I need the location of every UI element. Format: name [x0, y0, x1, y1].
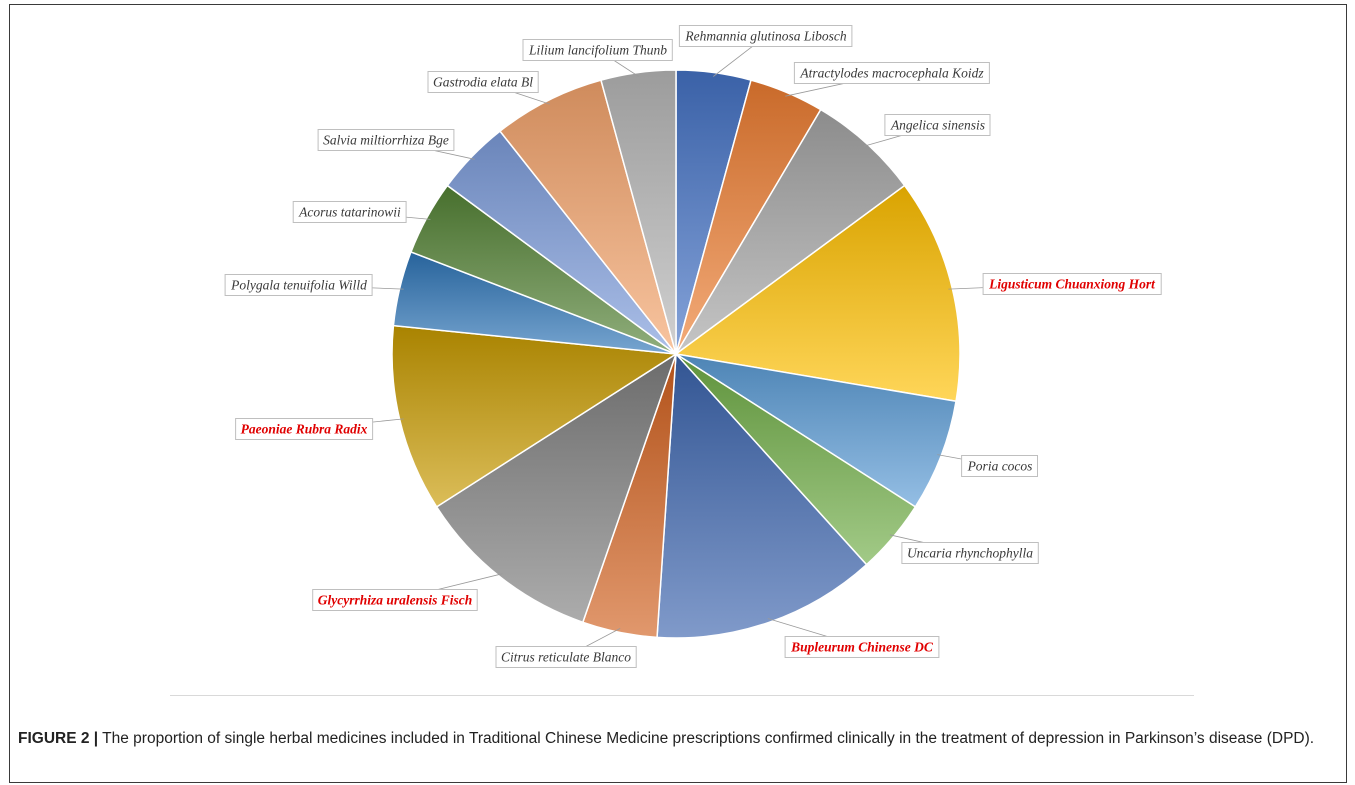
caption-text: The proportion of single herbal medicine…: [102, 730, 1315, 747]
slice-label-15: Lilium lancifolium Thunb: [522, 39, 673, 61]
slice-label-text: Gastrodia elata Bl: [433, 75, 533, 90]
slice-label-box: [312, 589, 478, 611]
slice-label-text: Rehmannia glutinosa Libosch: [684, 29, 846, 44]
pie-slice-14: [498, 79, 677, 355]
slice-label-8: Citrus reticulate Blanco: [495, 646, 637, 668]
slice-label-box: [427, 71, 539, 93]
slice-label-box: [982, 273, 1162, 295]
slice-label-10: Paeoniae Rubra Radix: [235, 418, 374, 440]
pie-slice-10: [391, 324, 679, 508]
slice-label-box: [495, 646, 637, 668]
slice-label-text: Atractylodes macrocephala Koidz: [799, 66, 984, 81]
slice-label-text: Glycyrrhiza uralensis Fisch: [318, 593, 473, 608]
slice-label-box: [784, 636, 940, 658]
slice-label-box: [235, 418, 374, 440]
slice-label-box: [678, 25, 853, 47]
slice-label-2: Atractylodes macrocephala Koidz: [793, 62, 990, 84]
slice-label-text: Angelica sinensis: [890, 118, 985, 133]
slice-label-3: Angelica sinensis: [884, 114, 991, 136]
slice-label-text: Paeoniae Rubra Radix: [241, 422, 368, 437]
figure-frame: [9, 4, 1347, 783]
slice-label-12: Acorus tatarinowii: [292, 201, 407, 223]
slice-label-text: Salvia miltiorrhiza Bge: [323, 133, 449, 148]
pie-chart: Rehmannia glutinosa Libosch Atractylodes …: [224, 25, 1162, 668]
slice-label-box: [901, 542, 1039, 564]
pie-slice-9: [435, 352, 678, 624]
divider-line: [170, 695, 1194, 696]
slice-label-6: Uncaria rhynchophylla: [901, 542, 1039, 564]
slice-label-14: Gastrodia elata Bl: [427, 71, 539, 93]
slice-label-text: Citrus reticulate Blanco: [501, 650, 631, 665]
slice-label-box: [317, 129, 455, 151]
slice-label-box: [522, 39, 673, 61]
slice-label-box: [961, 455, 1038, 477]
pie-slice-3: [675, 108, 906, 355]
slice-label-box: [884, 114, 991, 136]
slice-label-box: [292, 201, 407, 223]
slice-label-4: Ligusticum Chuanxiong Hort: [982, 273, 1162, 295]
slice-label-text: Bupleurum Chinense DC: [790, 640, 934, 655]
slice-label-13: Salvia miltiorrhiza Bge: [317, 129, 455, 151]
slice-label-text: Ligusticum Chuanxiong Hort: [988, 277, 1156, 292]
slice-label-9: Glycyrrhiza uralensis Fisch: [312, 589, 478, 611]
slice-label-text: Lilium lancifolium Thunb: [528, 43, 667, 58]
slice-label-box: [224, 274, 373, 296]
slice-label-box: [793, 62, 990, 84]
pie-slice-15: [600, 69, 677, 355]
slice-label-text: Uncaria rhynchophylla: [907, 546, 1033, 561]
pie-slice-7: [656, 352, 868, 639]
slice-label-text: Acorus tatarinowii: [298, 205, 401, 220]
figure-caption: FIGURE 2 | The proportion of single herb…: [18, 727, 1338, 750]
slice-label-7: Bupleurum Chinense DC: [784, 636, 940, 658]
slice-label-text: Polygala tenuifolia Willd: [230, 278, 367, 293]
pie-slice-5: [675, 353, 957, 508]
slice-label-text: Poria cocos: [967, 459, 1033, 474]
caption-label: FIGURE 2 |: [18, 730, 99, 747]
slice-label-1: Rehmannia glutinosa Libosch: [678, 25, 853, 47]
slice-label-11: Polygala tenuifolia Willd: [224, 274, 373, 296]
pie-slice-4: [674, 184, 961, 403]
slice-label-5: Poria cocos: [961, 455, 1038, 477]
